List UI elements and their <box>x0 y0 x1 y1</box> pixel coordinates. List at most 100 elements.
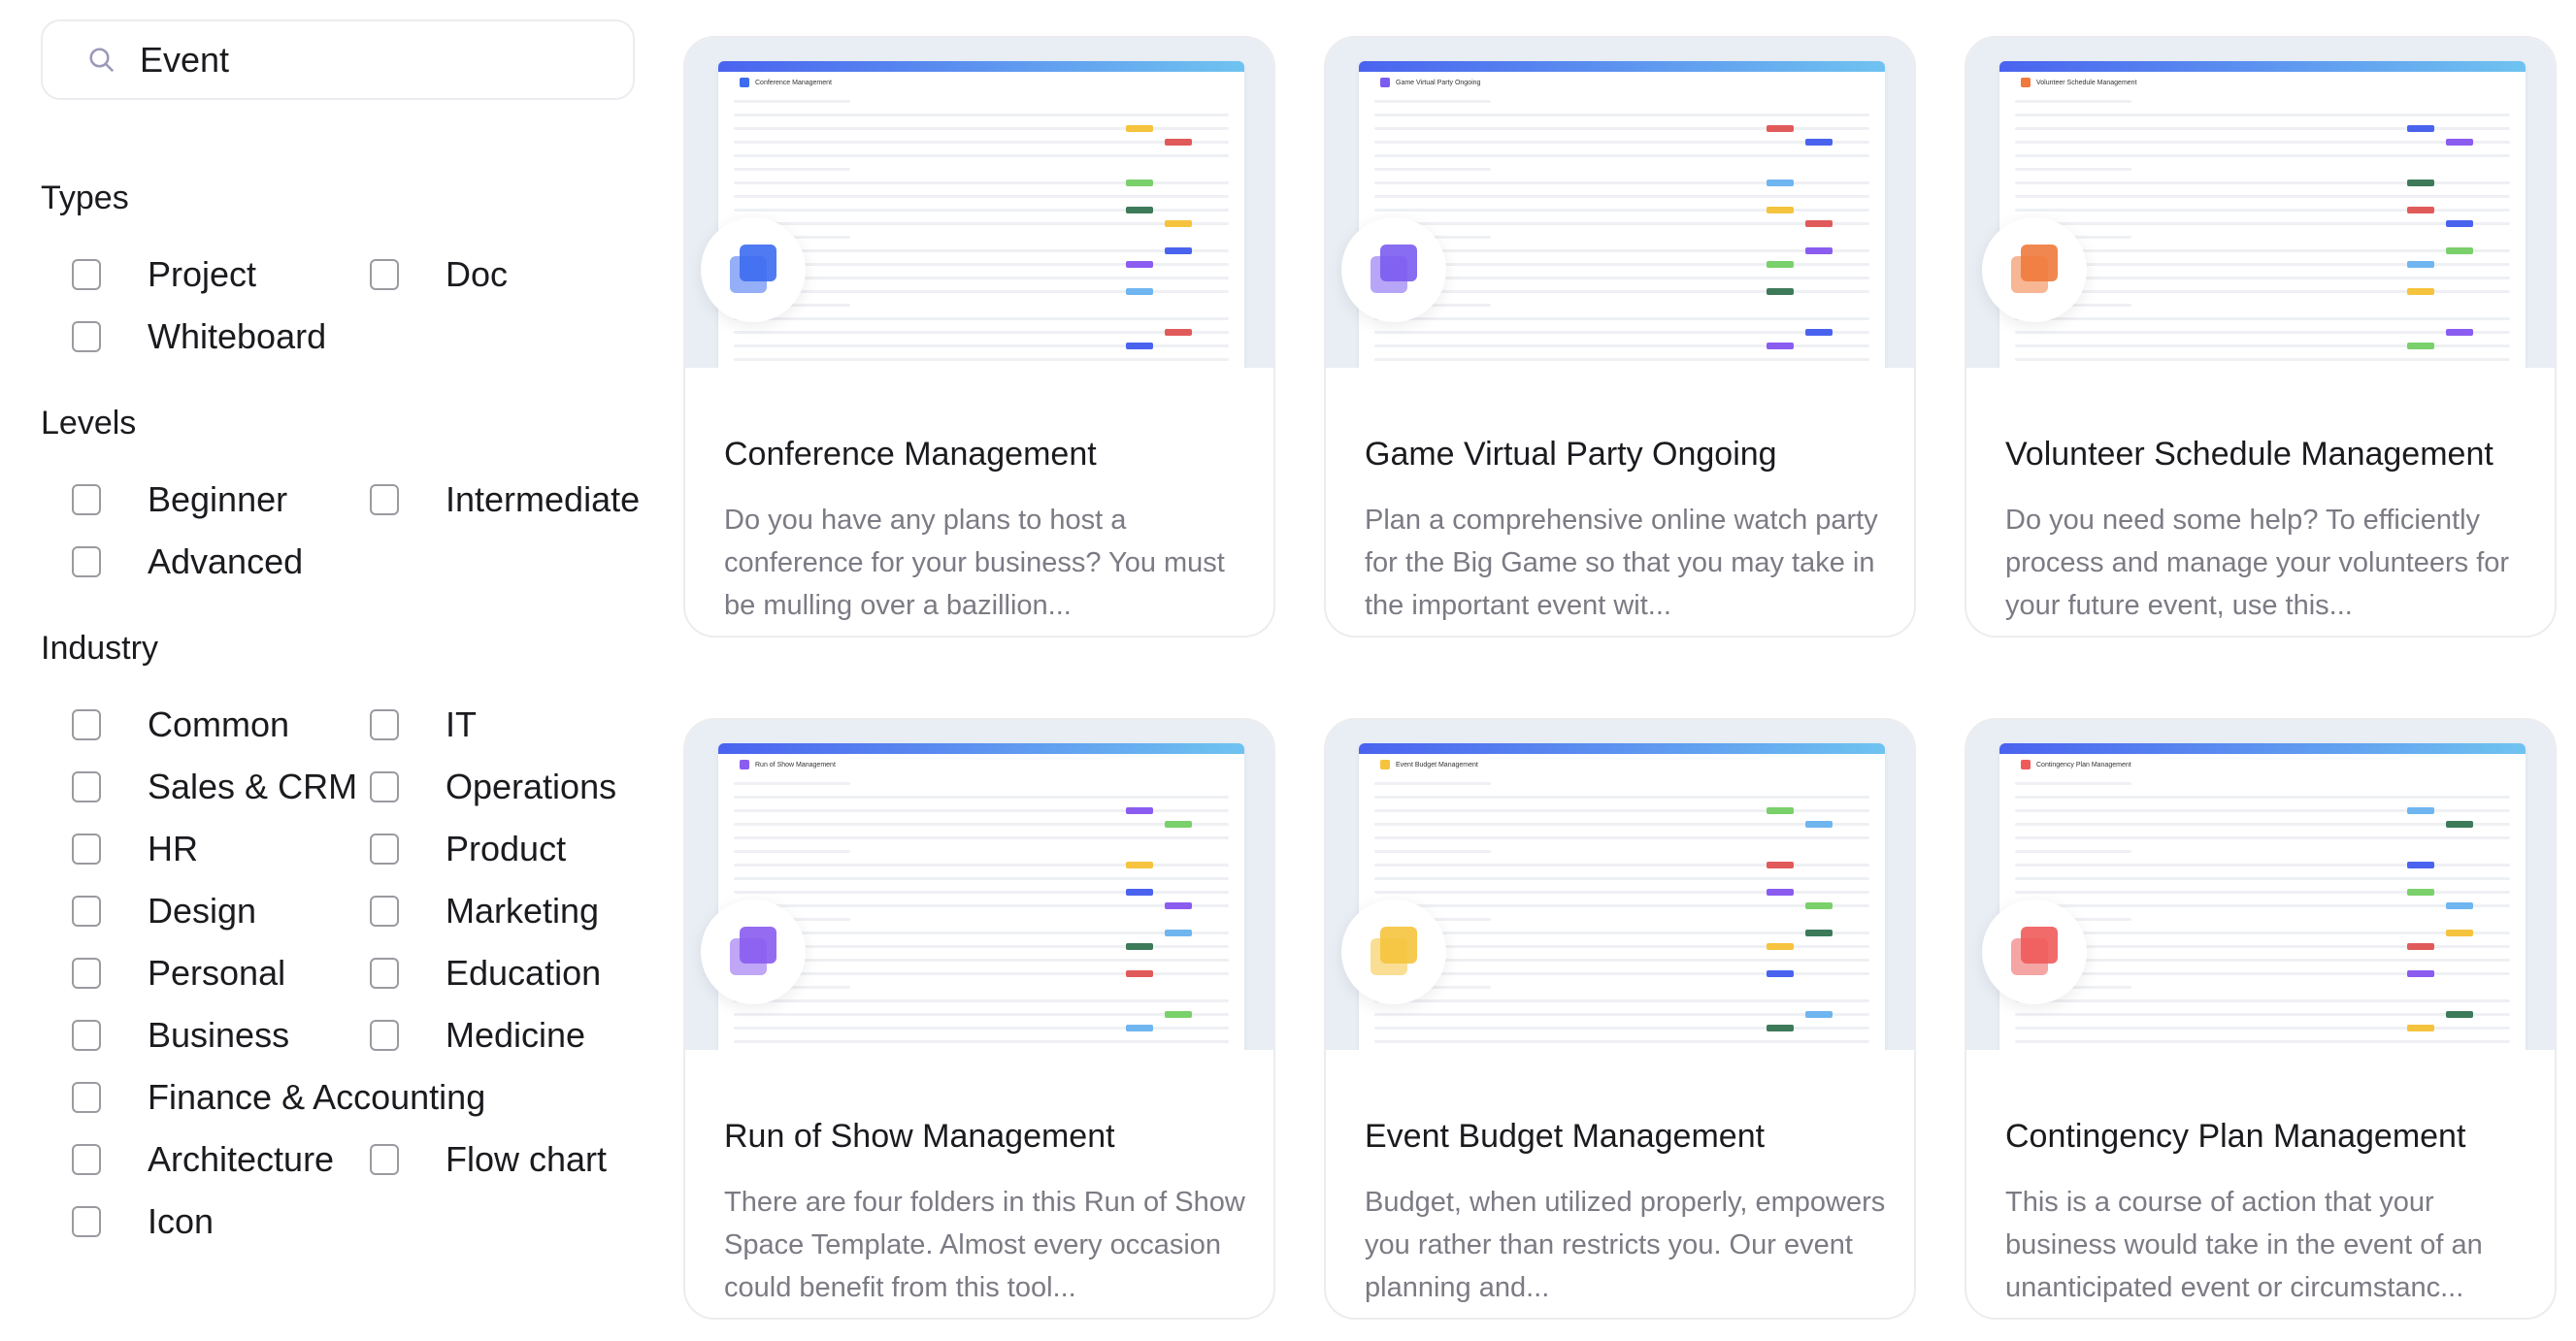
template-card[interactable]: Contingency Plan Management Contingency P… <box>1965 718 2557 1320</box>
preview-tag <box>2446 329 2473 336</box>
preview-row <box>2015 999 2510 1002</box>
checkbox-box[interactable] <box>72 1020 101 1051</box>
checkbox-industry-medicine[interactable]: Medicine <box>370 1015 585 1056</box>
preview-row <box>2015 168 2131 171</box>
checkbox-box[interactable] <box>72 1144 101 1175</box>
checkbox-industry-sales-crm[interactable]: Sales & CRM <box>72 767 357 807</box>
preview-tag <box>2407 943 2434 950</box>
preview-row <box>1374 836 1869 839</box>
checkbox-industry-hr[interactable]: HR <box>72 829 198 869</box>
checkbox-industry-education[interactable]: Education <box>370 953 601 994</box>
checkbox-industry-business[interactable]: Business <box>72 1015 289 1056</box>
preview-row <box>734 836 1229 839</box>
preview-window: Contingency Plan Management <box>1999 743 2526 1050</box>
card-description: Do you need some help? To efficiently pr… <box>2005 505 2510 621</box>
checkbox-box[interactable] <box>370 709 399 740</box>
preview-tag <box>1805 902 1833 909</box>
preview-tag <box>1805 930 1833 936</box>
checkbox-box[interactable] <box>72 896 101 927</box>
preview-app-icon <box>1380 760 1390 769</box>
preview-row <box>1374 959 1869 962</box>
preview-row <box>734 864 1229 867</box>
preview-row <box>1374 263 1869 266</box>
checkbox-types-doc[interactable]: Doc <box>370 254 508 295</box>
checkbox-box[interactable] <box>370 484 399 515</box>
checkbox-box[interactable] <box>72 484 101 515</box>
checkbox-box[interactable] <box>370 259 399 290</box>
preview-tag <box>1767 862 1794 868</box>
preview-tag <box>1767 180 1794 186</box>
preview-row <box>2015 1013 2510 1016</box>
preview-tag <box>2407 343 2434 349</box>
checkbox-industry-operations[interactable]: Operations <box>370 767 616 807</box>
checkbox-box[interactable] <box>370 896 399 927</box>
checkbox-box[interactable] <box>370 834 399 865</box>
checkbox-box[interactable] <box>72 1206 101 1237</box>
preview-tag <box>1767 807 1794 814</box>
preview-row <box>734 877 1229 880</box>
preview-row <box>2015 263 2510 266</box>
preview-tag <box>2407 862 2434 868</box>
template-card[interactable]: Run of Show Management Run of Show Manage… <box>683 718 1275 1320</box>
checkbox-industry-flow-chart[interactable]: Flow chart <box>370 1139 607 1180</box>
checkbox-label: Project <box>148 254 257 294</box>
checkbox-industry-finance-accounting[interactable]: Finance & Accounting <box>72 1077 485 1118</box>
template-card[interactable]: Game Virtual Party Ongoing Game Virtual P… <box>1324 36 1916 638</box>
checkbox-box[interactable] <box>370 771 399 802</box>
preview-tag <box>2446 247 2473 254</box>
search-box[interactable] <box>41 19 635 100</box>
checkbox-industry-architecture[interactable]: Architecture <box>72 1139 334 1180</box>
preview-tag <box>2446 821 2473 828</box>
checkbox-box[interactable] <box>72 321 101 352</box>
search-input[interactable] <box>140 39 606 81</box>
checkbox-levels-advanced[interactable]: Advanced <box>72 541 303 582</box>
template-card[interactable]: Volunteer Schedule Management Volunteer S… <box>1965 36 2557 638</box>
preview-tag <box>1165 821 1192 828</box>
checkbox-industry-it[interactable]: IT <box>370 704 477 745</box>
preview-row <box>2015 864 2510 867</box>
preview-row <box>1374 864 1869 867</box>
checkbox-box[interactable] <box>370 1144 399 1175</box>
preview-row <box>1374 222 1869 225</box>
template-icon <box>701 899 806 1004</box>
checkbox-label: HR <box>148 829 198 868</box>
checkbox-industry-personal[interactable]: Personal <box>72 953 285 994</box>
checkbox-box[interactable] <box>370 1020 399 1051</box>
preview-row <box>2015 222 2510 225</box>
preview-row <box>1374 331 1869 334</box>
checkbox-box[interactable] <box>72 958 101 989</box>
preview-tag <box>1126 207 1153 213</box>
checkbox-box[interactable] <box>72 771 101 802</box>
checkbox-industry-common[interactable]: Common <box>72 704 289 745</box>
checkbox-industry-product[interactable]: Product <box>370 829 566 869</box>
preview-tag <box>1126 889 1153 896</box>
checkbox-box[interactable] <box>72 709 101 740</box>
preview-row <box>1374 358 1869 361</box>
checkbox-box[interactable] <box>72 546 101 577</box>
card-title: Run of Show Management <box>724 1118 1115 1155</box>
preview-row <box>734 344 1229 347</box>
search-icon <box>89 48 115 72</box>
checkbox-types-project[interactable]: Project <box>72 254 256 295</box>
checkbox-levels-intermediate[interactable]: Intermediate <box>370 479 640 520</box>
checkbox-levels-beginner[interactable]: Beginner <box>72 479 287 520</box>
checkbox-box[interactable] <box>72 259 101 290</box>
preview-row <box>2015 986 2131 989</box>
preview-row <box>1374 344 1869 347</box>
checkbox-box[interactable] <box>72 834 101 865</box>
template-card[interactable]: Event Budget Management Event Budget Mana… <box>1324 718 1916 1320</box>
types-heading: Types <box>41 180 129 216</box>
preview-row <box>2015 959 2510 962</box>
checkbox-industry-marketing[interactable]: Marketing <box>370 891 599 932</box>
checkbox-box[interactable] <box>370 958 399 989</box>
checkbox-industry-icon[interactable]: Icon <box>72 1201 214 1242</box>
template-card[interactable]: Conference Management Conference Manageme… <box>683 36 1275 638</box>
checkbox-industry-design[interactable]: Design <box>72 891 256 932</box>
preview-tag <box>2446 220 2473 227</box>
preview-tag <box>1767 943 1794 950</box>
checkbox-label: Doc <box>446 254 509 294</box>
checkbox-box[interactable] <box>72 1082 101 1113</box>
preview-row <box>1374 1040 1869 1043</box>
preview-row <box>2015 317 2510 320</box>
checkbox-types-whiteboard[interactable]: Whiteboard <box>72 316 326 357</box>
